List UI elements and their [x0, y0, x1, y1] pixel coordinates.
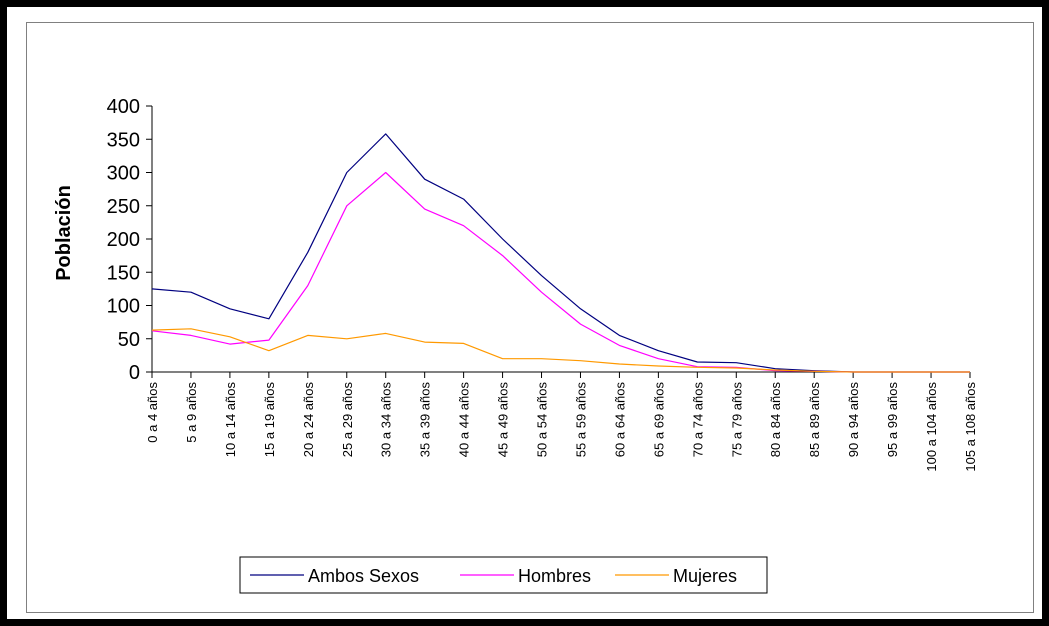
series-line-ambos-sexos [151, 133, 970, 373]
series-lines [151, 133, 970, 373]
chart-background [7, 7, 1042, 619]
x-tick-label: 70 a 74 años [690, 382, 705, 458]
y-axis: 0 50 100 150 200 250 300 350 400 [107, 96, 153, 384]
x-tick-label: 30 a 34 años [379, 382, 394, 458]
y-tick-label: 200 [107, 229, 140, 251]
x-axis: 0 a 4 años 5 a 9 años 10 a 14 años 15 a 19 … [145, 371, 978, 472]
y-tick-label: 0 [129, 362, 140, 384]
x-tick-label: 100 a 104 años [924, 382, 939, 472]
x-tick-label: 10 a 14 años [223, 382, 238, 458]
y-tick-label: 300 [107, 163, 140, 185]
y-tick-label: 250 [107, 196, 140, 218]
x-tick-label: 5 a 9 años [184, 382, 199, 443]
y-tick-label: 350 [107, 129, 140, 151]
x-tick-label: 0 a 4 años [145, 382, 160, 443]
y-tick-label: 50 [118, 329, 140, 351]
x-tick-label: 45 a 49 años [496, 382, 511, 458]
x-tick-label: 55 a 59 años [573, 382, 588, 458]
x-tick-label: 60 a 64 años [612, 382, 627, 458]
legend-label: Ambos Sexos [308, 566, 419, 586]
x-tick-label: 20 a 24 años [301, 382, 316, 458]
x-tick-label: 90 a 94 años [846, 382, 861, 458]
x-tick-label: 40 a 44 años [457, 382, 472, 458]
x-tick-label: 80 a 84 años [768, 382, 783, 458]
series-line-mujeres [151, 328, 970, 373]
x-tick-label: 25 a 29 años [340, 382, 355, 458]
chart-area-border [26, 22, 1034, 613]
legend: Ambos Sexos Hombres Mujeres [239, 556, 768, 594]
x-tick-label: 95 a 99 años [885, 382, 900, 458]
series-line-hombres [151, 171, 970, 373]
x-tick-label: 35 a 39 años [418, 382, 433, 458]
x-tick-label: 65 a 69 años [651, 382, 666, 458]
y-tick-label: 150 [107, 262, 140, 284]
y-axis-label: Población [53, 185, 75, 281]
x-tick-label: 50 a 54 años [535, 382, 550, 458]
x-tick-label: 85 a 89 años [807, 382, 822, 458]
legend-label: Hombres [518, 566, 591, 586]
x-tick-label: 105 a 108 años [963, 382, 978, 472]
x-tick-label: 75 a 79 años [729, 382, 744, 458]
y-tick-label: 100 [107, 296, 140, 318]
y-tick-label: 400 [107, 96, 140, 118]
legend-label: Mujeres [673, 566, 737, 586]
x-tick-label: 15 a 19 años [262, 382, 277, 458]
